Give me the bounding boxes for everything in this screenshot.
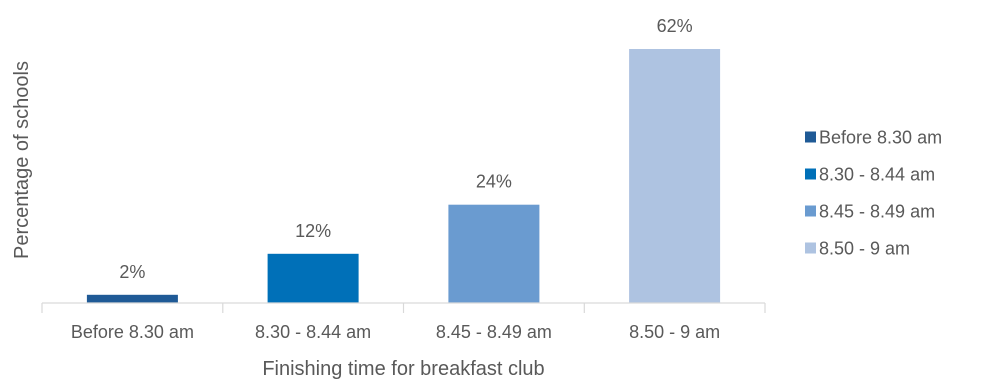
bars-group — [86, 49, 721, 303]
legend-label: Before 8.30 am — [819, 128, 942, 148]
bar — [86, 294, 178, 303]
bar — [629, 49, 721, 303]
bar — [448, 204, 540, 303]
plot-area: 2% 12% 24% 62% Before 8.30 am 8.30 - 8.44 am… — [41, 16, 766, 342]
data-label: 62% — [657, 16, 693, 36]
x-axis-title: Finishing time for breakfast club — [262, 358, 544, 380]
legend-item: Before 8.30 am — [805, 128, 942, 148]
data-label: 2% — [119, 262, 145, 282]
legend-item: 8.30 - 8.44 am — [805, 165, 935, 185]
x-tick-label: 8.50 - 9 am — [629, 322, 720, 342]
legend-swatch — [805, 205, 816, 217]
legend-swatch — [805, 242, 816, 254]
legend: Before 8.30 am 8.30 - 8.44 am 8.45 - 8.49 … — [805, 128, 942, 259]
legend-item: 8.50 - 9 am — [805, 239, 910, 259]
x-axis-ticks — [41, 303, 766, 313]
legend-label: 8.45 - 8.49 am — [819, 202, 935, 222]
x-tick-label: 8.45 - 8.49 am — [436, 322, 552, 342]
legend-label: 8.50 - 9 am — [819, 239, 910, 259]
data-label: 24% — [476, 172, 512, 192]
y-axis-title: Percentage of schools — [11, 61, 33, 259]
legend-swatch — [805, 131, 816, 143]
legend-item: 8.45 - 8.49 am — [805, 202, 935, 222]
bar — [267, 253, 359, 303]
data-labels-group: 2% 12% 24% 62% — [119, 16, 692, 282]
x-tick-label: Before 8.30 am — [71, 322, 194, 342]
legend-swatch — [805, 168, 816, 180]
x-tick-label: 8.30 - 8.44 am — [255, 322, 371, 342]
legend-label: 8.30 - 8.44 am — [819, 165, 935, 185]
data-label: 12% — [295, 221, 331, 241]
x-axis-tick-labels: Before 8.30 am 8.30 - 8.44 am 8.45 - 8.49 … — [71, 322, 720, 342]
